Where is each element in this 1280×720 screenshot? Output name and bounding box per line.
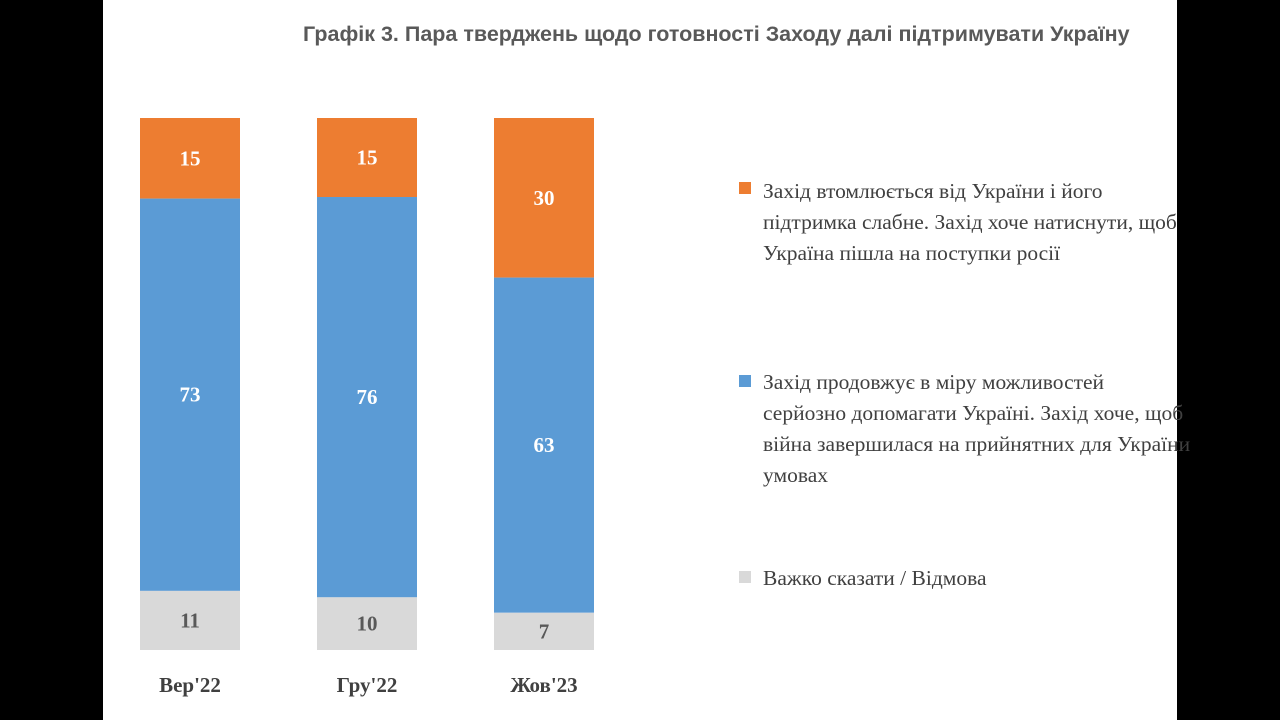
legend-swatch-gray xyxy=(739,571,751,583)
stacked-bar-chart: 15 73 11 Вер'22 15 76 10 Гру'22 30 63 7 Жов'23 xyxy=(140,118,594,697)
legend-label-hard-to-say: Важко сказати / Відмова xyxy=(763,566,987,590)
bar-segment-continues-1 xyxy=(140,198,240,591)
legend-label-tired: Захід втомлюється від України і його під… xyxy=(763,179,1177,265)
legend-swatch-blue xyxy=(739,375,751,387)
legend-label-continues: Захід продовжує в міру можливостей серйо… xyxy=(763,370,1191,487)
category-label-3: Жов'23 xyxy=(510,673,577,697)
bar-segment-tired-2 xyxy=(317,118,417,198)
bar-segment-tired-1 xyxy=(140,118,240,199)
legend-swatch-orange xyxy=(739,182,751,194)
category-label-2: Гру'22 xyxy=(337,673,398,697)
category-label-1: Вер'22 xyxy=(159,673,221,697)
bar-segment-hard-to-say-3 xyxy=(494,612,594,650)
bar-segment-continues-2 xyxy=(317,197,417,598)
data-label-continues-1: 73 xyxy=(180,383,201,407)
bar-segment-hard-to-say-1 xyxy=(140,590,240,650)
bar-segment-hard-to-say-2 xyxy=(317,597,417,650)
bar-segment-tired-3 xyxy=(494,118,594,278)
bar-segment-continues-3 xyxy=(494,277,594,613)
data-label-hard-to-say-3: 7 xyxy=(539,619,550,643)
data-label-tired-1: 15 xyxy=(180,146,201,170)
chart-title: Графік 3. Пара тверджень щодо готовності… xyxy=(303,22,1130,46)
data-label-tired-3: 30 xyxy=(534,186,555,210)
data-label-hard-to-say-1: 11 xyxy=(180,608,200,632)
data-label-continues-3: 63 xyxy=(534,433,555,457)
data-label-tired-2: 15 xyxy=(357,146,378,170)
data-label-continues-2: 76 xyxy=(357,385,378,409)
data-label-hard-to-say-2: 10 xyxy=(357,612,378,636)
chart-slide: Графік 3. Пара тверджень щодо готовності… xyxy=(103,0,1190,720)
